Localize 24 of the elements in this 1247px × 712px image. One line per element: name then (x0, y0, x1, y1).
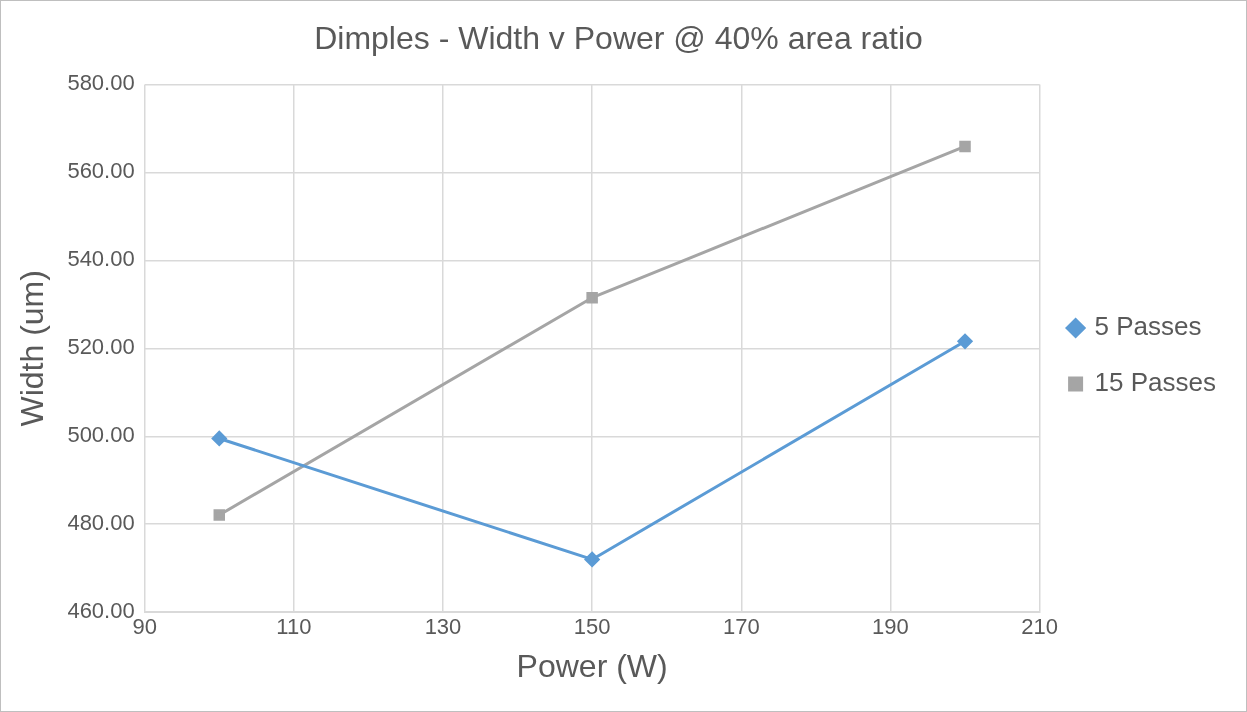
x-tick-label: 170 (722, 614, 760, 640)
y-tick-label: 520.00 (67, 334, 135, 360)
y-tick-label: 540.00 (67, 246, 135, 272)
x-tick-label: 110 (276, 614, 312, 640)
y-tick-label: 560.00 (67, 158, 135, 184)
x-tick-label: 190 (872, 614, 909, 640)
x-tick-label: 210 (1021, 614, 1058, 640)
point (213, 509, 226, 521)
y-axis-title: Width (um) (14, 270, 51, 427)
y-tick-label: 580.00 (67, 70, 135, 96)
x-tick-label: 90 (132, 614, 157, 640)
point (584, 551, 600, 567)
legend-label: 15 Passes (1094, 367, 1216, 398)
chart-title: Dimples - Width v Power @ 40% area ratio (314, 20, 923, 57)
point (211, 430, 227, 446)
point (957, 333, 973, 349)
y-tick-label: 480.00 (67, 510, 135, 536)
y-tick-label: 500.00 (67, 422, 135, 448)
point (959, 140, 971, 153)
legend-label: 5 Passes (1094, 311, 1202, 342)
x-tick-label: 130 (424, 614, 462, 640)
x-tick-label: 150 (573, 614, 611, 640)
x-axis-title: Power (W) (516, 647, 668, 684)
point (586, 291, 598, 304)
